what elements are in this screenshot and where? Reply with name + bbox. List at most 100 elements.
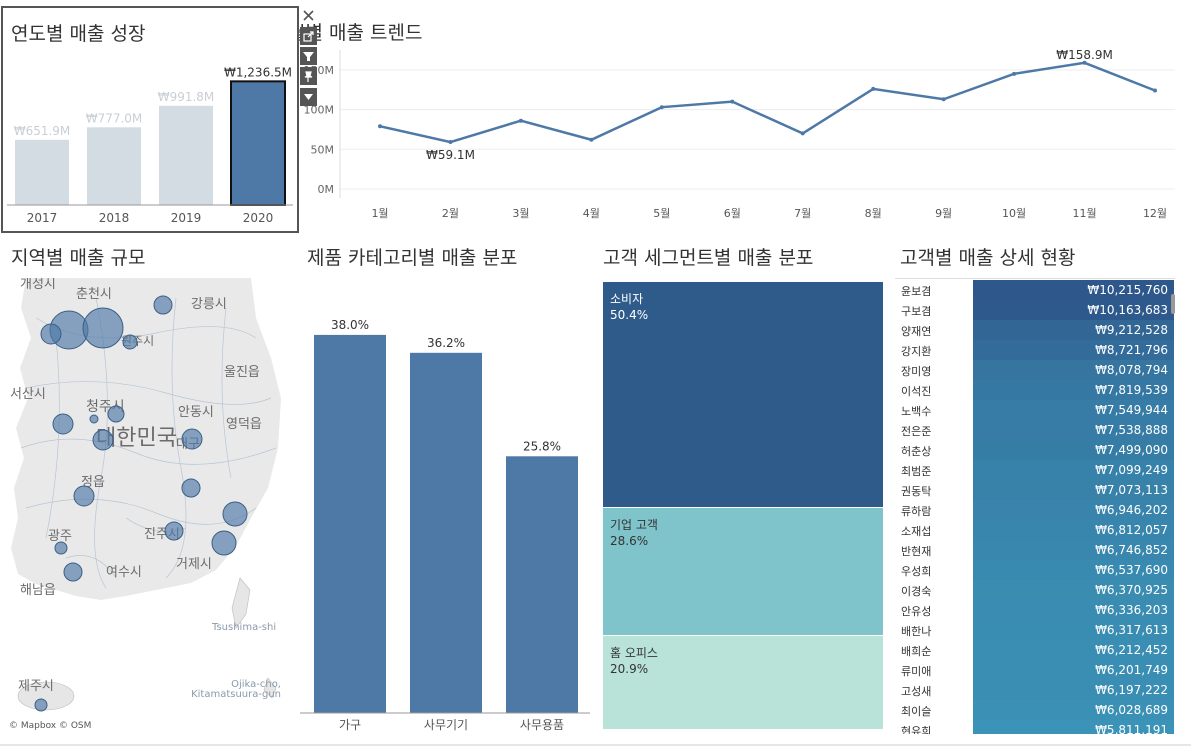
customer-sales-value: ₩7,099,249 bbox=[1095, 463, 1168, 477]
monthly-point[interactable] bbox=[589, 137, 594, 142]
table-row[interactable]: 노백수 ₩7,549,944 bbox=[895, 400, 1175, 420]
yearly-bar-label: ₩777.0M bbox=[86, 111, 143, 125]
monthly-point[interactable] bbox=[518, 118, 523, 123]
filter-icon[interactable] bbox=[300, 47, 317, 65]
table-row[interactable]: 장미영 ₩8,078,794 bbox=[895, 360, 1175, 380]
category-bar-label: 38.0% bbox=[331, 318, 369, 332]
customer-name: 구보겸 bbox=[901, 305, 932, 318]
map-place-label: 춘천시 bbox=[76, 287, 112, 302]
monthly-point[interactable] bbox=[730, 99, 735, 104]
map-bubble[interactable] bbox=[107, 405, 125, 423]
table-row[interactable]: 강지환 ₩8,721,796 bbox=[895, 340, 1175, 360]
map-bubble[interactable] bbox=[222, 501, 248, 527]
map-bubble[interactable] bbox=[34, 698, 48, 712]
map-bubble[interactable] bbox=[63, 562, 83, 582]
map-bubble[interactable] bbox=[153, 295, 173, 315]
monthly-annotation: ₩59.1M bbox=[426, 148, 475, 162]
monthly-x-tick: 5월 bbox=[653, 207, 670, 220]
monthly-point[interactable] bbox=[1153, 88, 1157, 93]
monthly-point[interactable] bbox=[378, 124, 382, 129]
map-place-label: 서산시 bbox=[10, 387, 46, 402]
map-bubble[interactable] bbox=[52, 413, 74, 435]
yearly-bar-label: ₩991.8M bbox=[158, 90, 215, 104]
table-row[interactable]: 권동탁 ₩7,073,113 bbox=[895, 480, 1175, 500]
table-row[interactable]: 고성새 ₩6,197,222 bbox=[895, 680, 1175, 700]
segment-cell[interactable]: 소비자 50.4% bbox=[603, 282, 883, 507]
customer-sales-value: ₩6,212,452 bbox=[1095, 643, 1168, 657]
map-attribution[interactable]: © Mapbox © OSM bbox=[9, 721, 92, 731]
table-row[interactable]: 구보겸 ₩10,163,683 bbox=[895, 300, 1175, 320]
table-row[interactable]: 최범준 ₩7,099,249 bbox=[895, 460, 1175, 480]
customer-sales-cell: ₩6,946,202 bbox=[973, 500, 1174, 520]
monthly-point[interactable] bbox=[448, 140, 453, 145]
customer-name: 류미애 bbox=[901, 665, 932, 678]
monthly-point[interactable] bbox=[871, 86, 876, 91]
dropdown-icon[interactable] bbox=[300, 88, 317, 106]
category-bar[interactable] bbox=[506, 456, 578, 713]
segment-cell[interactable]: 기업 고객 28.6% bbox=[603, 508, 883, 635]
monthly-point[interactable] bbox=[659, 105, 664, 110]
customer-sales-cell: ₩6,028,689 bbox=[973, 700, 1174, 720]
category-bar-label: 36.2% bbox=[427, 336, 465, 350]
table-row[interactable]: 윤보겸 ₩10,215,760 bbox=[895, 280, 1175, 300]
monthly-point[interactable] bbox=[941, 97, 946, 102]
category-bar[interactable] bbox=[410, 352, 482, 713]
category-bar-chart[interactable]: 38.0% 가구 36.2% 사무기기 25.8% 사무용품 bbox=[300, 290, 595, 740]
customer-name: 최범준 bbox=[901, 465, 932, 478]
close-icon[interactable] bbox=[300, 6, 317, 24]
pin-icon[interactable] bbox=[300, 67, 317, 85]
map-bubble[interactable] bbox=[73, 485, 95, 507]
segment-cell[interactable]: 홈 오피스 20.9% bbox=[603, 636, 883, 729]
map-bubble[interactable] bbox=[82, 307, 124, 349]
map-bubble[interactable] bbox=[122, 334, 138, 350]
category-bar[interactable] bbox=[314, 334, 386, 713]
table-row[interactable]: 이경숙 ₩6,370,925 bbox=[895, 580, 1175, 600]
monthly-point[interactable] bbox=[1012, 71, 1017, 76]
table-row[interactable]: 안유성 ₩6,336,203 bbox=[895, 600, 1175, 620]
map-bubble[interactable] bbox=[92, 429, 114, 451]
table-row[interactable]: 허춘상 ₩7,499,090 bbox=[895, 440, 1175, 460]
table-row[interactable]: 반현재 ₩6,746,852 bbox=[895, 540, 1175, 560]
monthly-point[interactable] bbox=[1082, 60, 1087, 65]
yearly-bar[interactable] bbox=[87, 127, 141, 205]
yearly-bar-chart[interactable]: ₩651.9M 2017 ₩777.0M 2018 ₩991.8M 2019 ₩1,236.… bbox=[3, 55, 297, 231]
table-row[interactable]: 양재연 ₩9,212,528 bbox=[895, 320, 1175, 340]
segment-treemap[interactable]: 소비자 50.4% 기업 고객 28.6% 홈 오피스 20.9% bbox=[603, 282, 883, 730]
table-row[interactable]: 소재섭 ₩6,812,057 bbox=[895, 520, 1175, 540]
customer-sales-value: ₩7,499,090 bbox=[1095, 443, 1168, 457]
region-map[interactable]: 개성시춘천시강릉시원주시울진읍서산시청주시안동시영덕읍대한민국대구정읍진주시광주… bbox=[6, 278, 293, 734]
customer-table[interactable]: 윤보겸 ₩10,215,760 구보겸 ₩10,163,683 양재연 ₩9,212,52… bbox=[895, 278, 1175, 734]
table-row[interactable]: 이석진 ₩7,819,539 bbox=[895, 380, 1175, 400]
table-scrollbar[interactable] bbox=[1171, 294, 1175, 314]
table-row[interactable]: 류하람 ₩6,946,202 bbox=[895, 500, 1175, 520]
table-row[interactable]: 배희순 ₩6,212,452 bbox=[895, 640, 1175, 660]
monthly-point[interactable] bbox=[800, 131, 805, 136]
table-row[interactable]: 우성희 ₩6,537,690 bbox=[895, 560, 1175, 580]
map-bubble[interactable] bbox=[164, 521, 184, 541]
table-row[interactable]: 전은준 ₩7,538,888 bbox=[895, 420, 1175, 440]
map-bubble[interactable] bbox=[181, 478, 201, 498]
yearly-bar[interactable] bbox=[230, 80, 286, 207]
map-bubble[interactable] bbox=[54, 541, 68, 555]
customer-name: 류하람 bbox=[901, 505, 932, 518]
map-place-label: 강릉시 bbox=[191, 297, 227, 312]
map-bubble[interactable] bbox=[89, 414, 99, 424]
monthly-series-line[interactable] bbox=[379, 61, 1156, 144]
map-bubble[interactable] bbox=[181, 428, 203, 450]
customer-sales-cell: ₩8,721,796 bbox=[973, 340, 1174, 360]
open-external-icon[interactable] bbox=[300, 27, 317, 45]
table-row[interactable]: 최이슬 ₩6,028,689 bbox=[895, 700, 1175, 720]
customer-name: 고성새 bbox=[901, 685, 932, 698]
yearly-bar[interactable] bbox=[159, 105, 213, 205]
customer-name: 최이슬 bbox=[901, 705, 932, 718]
monthly-y-tick: 100M bbox=[304, 104, 335, 117]
map-bubble[interactable] bbox=[40, 323, 62, 345]
map-place-label: 정읍 bbox=[81, 475, 105, 490]
map-bubble[interactable] bbox=[211, 530, 237, 556]
table-row[interactable]: 배한나 ₩6,317,613 bbox=[895, 620, 1175, 640]
table-row[interactable]: 류미애 ₩6,201,749 bbox=[895, 660, 1175, 680]
yearly-bar[interactable] bbox=[15, 139, 69, 205]
map-place-label: Ojika-cho, Kitamatsuura-gun bbox=[191, 679, 281, 700]
table-row[interactable]: 현유희 ₩5,811,191 bbox=[895, 720, 1175, 734]
